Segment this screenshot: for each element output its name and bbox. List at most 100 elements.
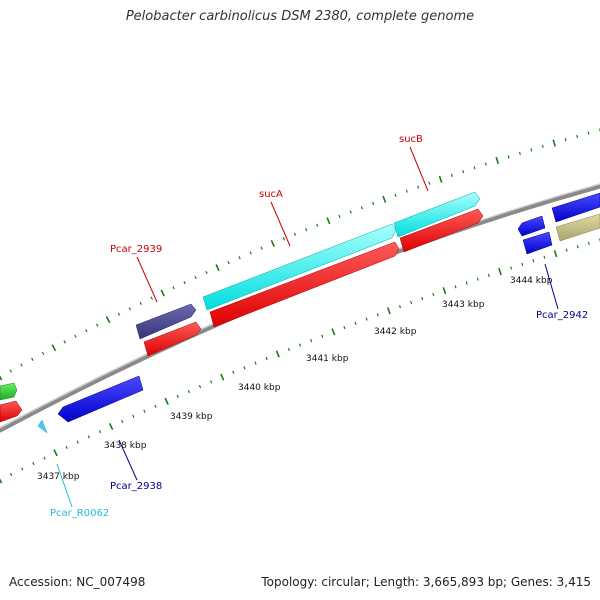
major-tick — [326, 217, 331, 225]
gene-suca[interactable] — [202, 223, 397, 311]
gene-green-left[interactable] — [0, 382, 18, 401]
genome-summary-text: Topology: circular; Length: 3,665,893 bp… — [261, 575, 591, 589]
label-sucb[interactable]: sucB — [399, 134, 423, 145]
major-tick — [215, 264, 220, 272]
label-suca[interactable]: sucA — [259, 189, 283, 200]
minor-tick — [450, 173, 453, 178]
minor-tick — [150, 296, 153, 300]
minor-tick — [63, 340, 66, 344]
minor-tick — [462, 169, 465, 174]
minor-tick — [421, 296, 424, 301]
major-tick — [382, 195, 387, 203]
minor-tick — [98, 430, 102, 434]
minor-tick — [507, 155, 510, 159]
minor-tick — [121, 419, 124, 423]
minor-tick — [476, 277, 479, 281]
minor-tick — [518, 151, 521, 155]
minor-tick — [32, 461, 35, 466]
minor-tick — [398, 305, 402, 309]
label-pcar-2938[interactable]: Pcar_2938 — [110, 481, 162, 492]
minor-tick — [365, 317, 368, 321]
minor-tick — [484, 162, 487, 166]
minor-tick — [576, 134, 579, 138]
major-tick — [105, 316, 111, 324]
major-tick — [51, 344, 57, 352]
minor-tick — [510, 266, 513, 270]
minor-tick — [85, 329, 88, 333]
reverse-strand-genes — [0, 208, 600, 434]
minor-tick — [428, 181, 431, 185]
minor-tick — [128, 307, 132, 311]
scale-label: 3443 kbp — [442, 300, 485, 310]
minor-tick — [117, 312, 121, 316]
minor-tick — [310, 338, 313, 343]
gene-red-2[interactable] — [209, 241, 400, 328]
scale-label: 3440 kbp — [238, 383, 281, 393]
minor-tick — [410, 300, 413, 305]
gene-red-left[interactable] — [0, 400, 23, 423]
minor-tick — [521, 262, 524, 266]
major-tick — [108, 422, 114, 431]
minor-tick — [238, 256, 241, 260]
major-tick — [275, 350, 280, 358]
minor-tick — [587, 241, 590, 245]
gene-blue-small[interactable] — [517, 215, 546, 237]
gene-red-3[interactable] — [399, 208, 484, 253]
minor-tick — [316, 223, 319, 227]
inner-tick-ring — [0, 238, 600, 484]
minor-tick — [343, 325, 346, 330]
label-pcar-r0062[interactable]: Pcar_R0062 — [50, 508, 109, 519]
minor-tick — [9, 472, 13, 477]
gene-pcar-2938[interactable] — [57, 375, 144, 423]
major-tick — [552, 139, 556, 147]
minor-tick — [154, 404, 157, 408]
minor-tick — [198, 385, 202, 389]
minor-tick — [76, 440, 79, 444]
major-tick — [53, 449, 58, 457]
major-tick — [164, 397, 169, 405]
minor-tick — [432, 292, 435, 297]
minor-tick — [349, 210, 352, 214]
gene-red-1[interactable] — [143, 321, 202, 357]
minor-tick — [564, 138, 567, 142]
gene-sucb[interactable] — [393, 191, 481, 238]
minor-tick — [543, 255, 546, 259]
label-leader-lines — [56, 146, 559, 508]
minor-tick — [282, 237, 286, 241]
major-tick — [498, 268, 502, 276]
major-tick — [386, 307, 391, 315]
genome-backbone — [0, 183, 600, 433]
minor-tick — [249, 251, 252, 255]
minor-tick — [227, 261, 230, 265]
minor-tick — [260, 246, 263, 250]
minor-tick — [172, 286, 175, 290]
minor-tick — [532, 259, 535, 263]
major-tick — [495, 156, 500, 165]
minor-tick — [465, 281, 468, 285]
minor-tick — [232, 370, 235, 375]
minor-tick — [530, 148, 533, 152]
gene-blue-small-2[interactable] — [522, 231, 553, 255]
gene-pcar-2939[interactable] — [135, 303, 197, 340]
label-pcar-2939[interactable]: Pcar_2939 — [110, 244, 162, 255]
scale-label: 3439 kbp — [170, 412, 213, 422]
scale-label: 3437 kbp — [37, 472, 80, 482]
gene-pcar-2942-fwd[interactable] — [551, 192, 600, 223]
gene-khaki[interactable] — [555, 213, 600, 242]
scale-label: 3441 kbp — [306, 354, 349, 364]
minor-tick — [360, 206, 363, 210]
minor-tick — [405, 189, 408, 193]
minor-tick — [95, 323, 99, 327]
rna-pcar-r0062[interactable] — [37, 419, 48, 434]
minor-tick — [587, 131, 590, 135]
label-pcar-2942[interactable]: Pcar_2942 — [536, 310, 588, 321]
forward-strand-genes — [0, 191, 600, 401]
minor-tick — [576, 245, 579, 249]
minor-tick — [565, 248, 568, 252]
outer-tick-ring — [0, 128, 600, 381]
minor-tick — [41, 351, 45, 355]
minor-tick — [132, 414, 135, 418]
minor-tick — [65, 445, 68, 450]
major-tick — [220, 373, 225, 381]
